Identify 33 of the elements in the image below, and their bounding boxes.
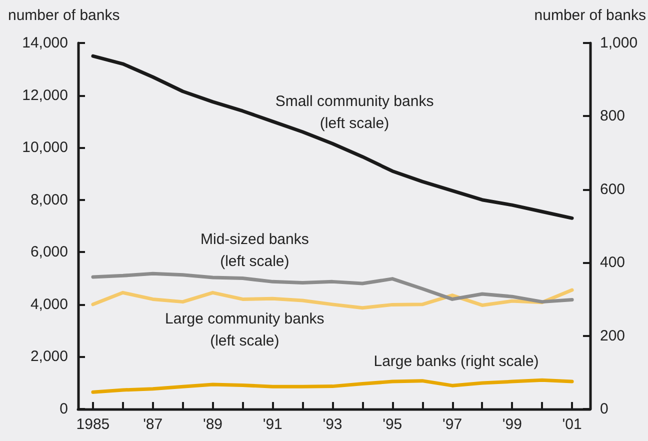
x-tick-label: '95	[382, 416, 402, 433]
y-tick-label: 4,000	[30, 296, 68, 313]
x-tick-label: '01	[562, 416, 582, 433]
line-series	[91, 54, 574, 220]
y-tick-label: 14,000	[22, 34, 68, 52]
y2-tick-label: 200	[600, 327, 626, 344]
y-tick-label: 8,000	[30, 191, 68, 208]
x-tick-label: '93	[322, 416, 342, 433]
x-tick-label: '89	[202, 416, 223, 433]
y2-tick-label: 400	[600, 254, 626, 272]
y2-tick-label: 0	[600, 400, 608, 418]
x-tick-label: '91	[262, 416, 282, 433]
y-tick-label: 12,000	[22, 86, 68, 104]
series-label: Large banks (right scale)	[374, 353, 539, 370]
line-series	[91, 272, 574, 304]
y-tick-label: 6,000	[30, 244, 68, 261]
x-tick-label: '99	[502, 416, 522, 433]
x-tick-label: 1985	[76, 416, 110, 433]
y2-tick-label: 600	[600, 180, 626, 198]
series-label: Large community banks (left scale)	[165, 310, 324, 350]
line-series	[91, 288, 574, 310]
series-label: Mid-sized banks (left scale)	[200, 230, 309, 270]
y2-tick-label: 1,000	[600, 34, 638, 52]
y-tick-label: 0	[60, 400, 68, 418]
y-axis-title: number of banks	[8, 7, 120, 24]
y-tick-label: 2,000	[30, 348, 68, 366]
x-tick-label: '87	[143, 416, 163, 433]
line-series	[91, 378, 574, 394]
y2-axis-title: number of banks	[534, 7, 646, 24]
y-tick-label: 10,000	[22, 139, 68, 156]
y2-tick-label: 800	[600, 108, 626, 125]
series-label: Small community banks (left scale)	[275, 93, 434, 132]
x-tick-label: '97	[442, 416, 462, 433]
